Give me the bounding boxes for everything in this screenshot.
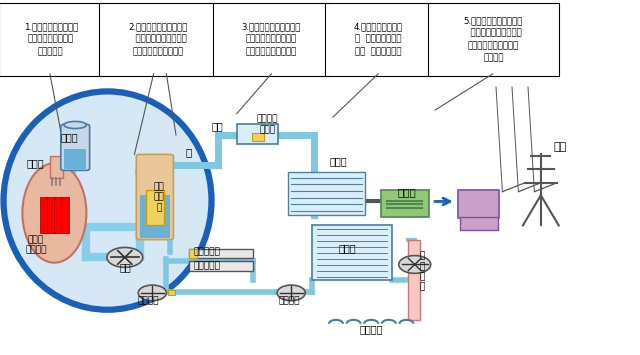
Ellipse shape <box>22 163 86 263</box>
Text: 发电机: 发电机 <box>397 187 416 197</box>
FancyBboxPatch shape <box>50 156 63 178</box>
Text: 4.蒸汽推动汽轮机，
发  电机被带动而产
生电  能并送入电网: 4.蒸汽推动汽轮机， 发 电机被带动而产 生电 能并送入电网 <box>354 22 403 56</box>
Text: 汽轮机: 汽轮机 <box>329 157 347 166</box>
Text: 反应堆
压力容器: 反应堆 压力容器 <box>25 235 47 255</box>
FancyBboxPatch shape <box>458 190 499 218</box>
Text: 电网: 电网 <box>554 142 566 152</box>
FancyBboxPatch shape <box>168 290 175 295</box>
FancyBboxPatch shape <box>189 249 197 258</box>
Text: 蒸汽: 蒸汽 <box>212 121 223 131</box>
FancyBboxPatch shape <box>189 248 253 258</box>
Text: 主给水泵: 主给水泵 <box>138 296 159 305</box>
Ellipse shape <box>4 92 211 310</box>
Text: 汽水再热
分离器: 汽水再热 分离器 <box>257 115 278 134</box>
FancyBboxPatch shape <box>252 133 264 141</box>
FancyBboxPatch shape <box>408 240 420 320</box>
FancyArrowPatch shape <box>435 198 450 205</box>
FancyBboxPatch shape <box>61 124 90 170</box>
Text: 1.当控制棒提起，核裂
变发生，一回路冷却
剂被加热。: 1.当控制棒提起，核裂 变发生，一回路冷却 剂被加热。 <box>24 22 78 56</box>
FancyBboxPatch shape <box>146 190 164 225</box>
FancyBboxPatch shape <box>0 3 103 76</box>
FancyBboxPatch shape <box>40 197 48 233</box>
Text: 高压加热器: 高压加热器 <box>194 247 221 257</box>
Text: 5.在轮机内做功完的蒸汽
  进入凝汽器而又被冷凝
成水。海水使凝汽器保
持真空。: 5.在轮机内做功完的蒸汽 进入凝汽器而又被冷凝 成水。海水使凝汽器保 持真空。 <box>464 16 523 62</box>
FancyBboxPatch shape <box>54 197 62 233</box>
FancyBboxPatch shape <box>213 3 330 76</box>
Circle shape <box>107 247 143 267</box>
FancyBboxPatch shape <box>312 225 392 280</box>
Text: 冷却水源: 冷却水源 <box>360 324 383 334</box>
Circle shape <box>138 285 166 301</box>
Text: 主泵: 主泵 <box>120 263 131 273</box>
FancyBboxPatch shape <box>136 154 173 240</box>
FancyBboxPatch shape <box>325 3 431 76</box>
FancyBboxPatch shape <box>189 261 253 271</box>
FancyBboxPatch shape <box>428 3 559 76</box>
Circle shape <box>399 256 431 273</box>
FancyBboxPatch shape <box>381 190 429 217</box>
FancyBboxPatch shape <box>140 195 170 238</box>
FancyBboxPatch shape <box>288 172 365 215</box>
FancyBboxPatch shape <box>47 197 55 233</box>
Text: 蒸汽
发生
器: 蒸汽 发生 器 <box>154 182 164 212</box>
FancyBboxPatch shape <box>460 217 498 230</box>
Text: 稳压器: 稳压器 <box>60 132 78 142</box>
Text: 2.主泵带动一回路冷却剂
  通过反应推压力容器和
蒸汽发生器而形成循环: 2.主泵带动一回路冷却剂 通过反应推压力容器和 蒸汽发生器而形成循环 <box>129 22 188 56</box>
Text: 水: 水 <box>186 148 192 158</box>
FancyBboxPatch shape <box>61 197 69 233</box>
FancyBboxPatch shape <box>64 149 86 169</box>
Ellipse shape <box>64 121 86 129</box>
Text: 循
环
水
泵: 循 环 水 泵 <box>420 251 425 292</box>
Circle shape <box>277 285 305 301</box>
Text: 3.在蒸汽发生器里，二回
路的给水被一回路冷却
剂加热而产品饱和蒸汽: 3.在蒸汽发生器里，二回 路的给水被一回路冷却 剂加热而产品饱和蒸汽 <box>242 22 301 56</box>
FancyBboxPatch shape <box>99 3 217 76</box>
Text: 控制棒: 控制棒 <box>26 158 44 168</box>
Text: 凝结水泵: 凝结水泵 <box>278 296 300 305</box>
FancyBboxPatch shape <box>237 124 278 144</box>
Text: 凝汽器: 凝汽器 <box>339 244 356 253</box>
Text: 低压加热器: 低压加热器 <box>194 262 221 271</box>
